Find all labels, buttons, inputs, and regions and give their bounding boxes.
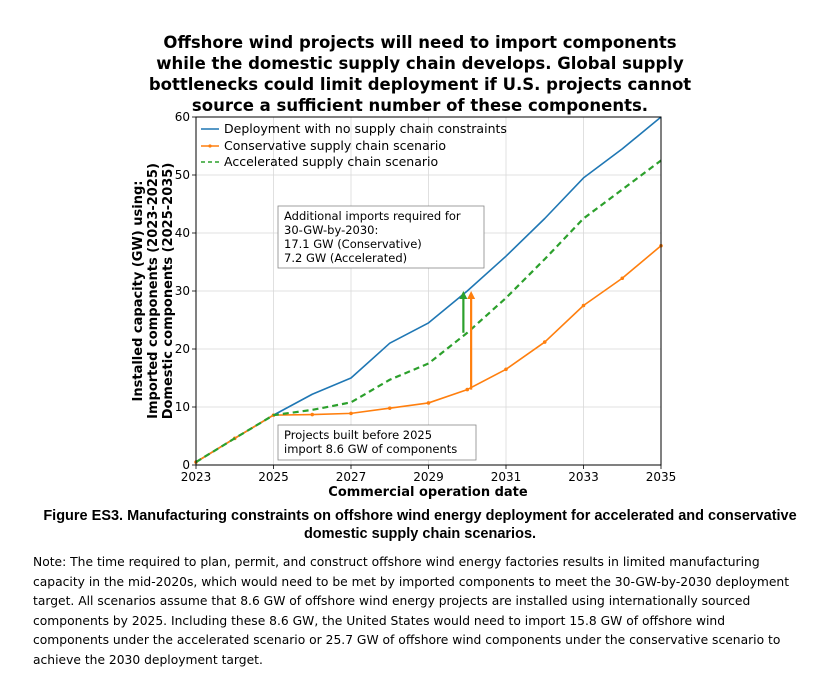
annotation-text: Projects built before 2025	[284, 428, 432, 442]
series-line-accelerated-supply-chain-scenario	[195, 159, 662, 464]
axis-ticks: 2023 2025 2027 2029 2031 2033 2035 0 10 20 30 40 50 6…	[175, 110, 677, 484]
y-axis-label-line: Installed capacity (GW) using:	[131, 181, 146, 402]
data-point	[387, 406, 392, 410]
line-chart: 2023 2025 2027 2029 2031 2033 2035 0 10 20 30 40 50 6…	[131, 110, 677, 500]
data-point	[426, 401, 431, 405]
y-axis-label-line: Imported components (2023-2025)	[146, 163, 161, 419]
figure-caption: Figure ES3. Manufacturing constraints on…	[43, 508, 797, 542]
data-point	[465, 387, 470, 392]
annotation-text: Additional imports required for	[284, 209, 461, 223]
annotation-text: 30-GW-by-2030:	[284, 223, 378, 237]
y-tick-label: 50	[175, 168, 190, 182]
y-axis-label: Installed capacity (GW) using: Imported …	[131, 163, 176, 420]
y-tick-label: 10	[175, 400, 190, 414]
data-point	[349, 411, 353, 416]
x-tick-label: 2027	[336, 470, 367, 484]
legend: Deployment with no supply chain constrai…	[201, 121, 507, 169]
annotation-projects-before-2025: Projects built before 2025 import 8.6 GW…	[277, 424, 477, 461]
x-tick-label: 2031	[491, 470, 522, 484]
y-tick-label: 30	[175, 284, 190, 298]
chart-title: Offshore wind projects will need to impo…	[148, 33, 692, 115]
annotation-text: import 8.6 GW of components	[284, 442, 457, 456]
annotation-text: 17.1 GW (Conservative)	[284, 237, 422, 251]
y-tick-label: 60	[175, 110, 190, 124]
grid-lines	[195, 116, 662, 466]
data-point	[542, 340, 547, 344]
legend-label-accelerated: Accelerated supply chain scenario	[224, 154, 438, 169]
annotation-additional-imports: Additional imports required for 30-GW-by…	[277, 205, 485, 269]
y-axis-label-line: Domestic components (2025-2035)	[161, 163, 176, 420]
figure-note: Note: The time required to plan, permit,…	[33, 555, 790, 667]
annotation-text: 7.2 GW (Accelerated)	[284, 251, 407, 265]
import-arrows	[459, 291, 476, 390]
x-tick-label: 2035	[646, 470, 677, 484]
y-tick-label: 20	[175, 342, 190, 356]
legend-marker-conservative	[208, 144, 212, 148]
x-tick-label: 2029	[413, 470, 444, 484]
y-tick-label: 40	[175, 226, 190, 240]
annotation-box-2025	[277, 424, 477, 461]
x-tick-label: 2025	[258, 470, 289, 484]
conservative-import-arrow-head	[467, 291, 476, 299]
data-point	[581, 303, 586, 308]
accelerated-import-arrow-head	[459, 291, 468, 299]
legend-label-conservative: Conservative supply chain scenario	[224, 138, 446, 153]
x-tick-label: 2033	[568, 470, 599, 484]
x-axis-label: Commercial operation date	[328, 485, 528, 500]
x-tick-label: 2023	[181, 470, 212, 484]
legend-label-no-constraints: Deployment with no supply chain constrai…	[224, 121, 507, 136]
data-point	[504, 367, 508, 372]
y-tick-label: 0	[182, 458, 190, 472]
annotation-box-imports	[277, 205, 485, 269]
data-point	[620, 276, 625, 281]
data-point	[310, 412, 315, 417]
